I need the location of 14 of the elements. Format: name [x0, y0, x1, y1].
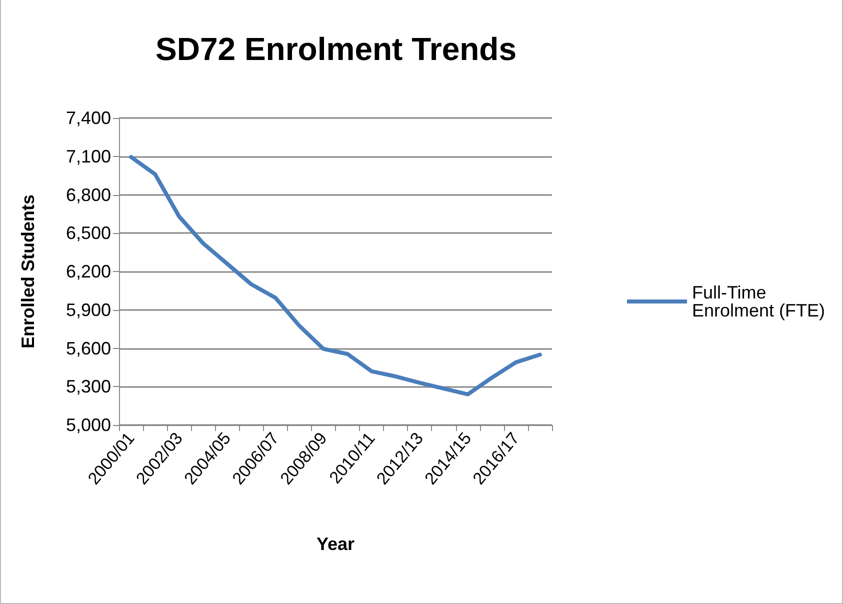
y-tick-label: 6,800: [66, 184, 111, 205]
y-tick-label: 7,400: [66, 108, 111, 128]
y-tick-label: 6,500: [66, 223, 111, 244]
x-axis-title: Year: [316, 534, 355, 554]
y-tick-label: 5,300: [66, 376, 111, 397]
y-tick-label: 5,000: [66, 415, 111, 435]
y-tick-label: 7,100: [66, 146, 111, 166]
y-tick-label: 5,900: [66, 300, 111, 320]
y-axis-title: Enrolled Students: [18, 194, 38, 349]
y-tick-label: 5,600: [66, 338, 111, 358]
legend-label: Full-Time Enrolment (FTE): [692, 282, 826, 320]
y-tick-label: 6,200: [66, 262, 111, 282]
chart-title: SD72 Enrolment Trends: [156, 31, 516, 67]
line-series: [129, 155, 542, 396]
